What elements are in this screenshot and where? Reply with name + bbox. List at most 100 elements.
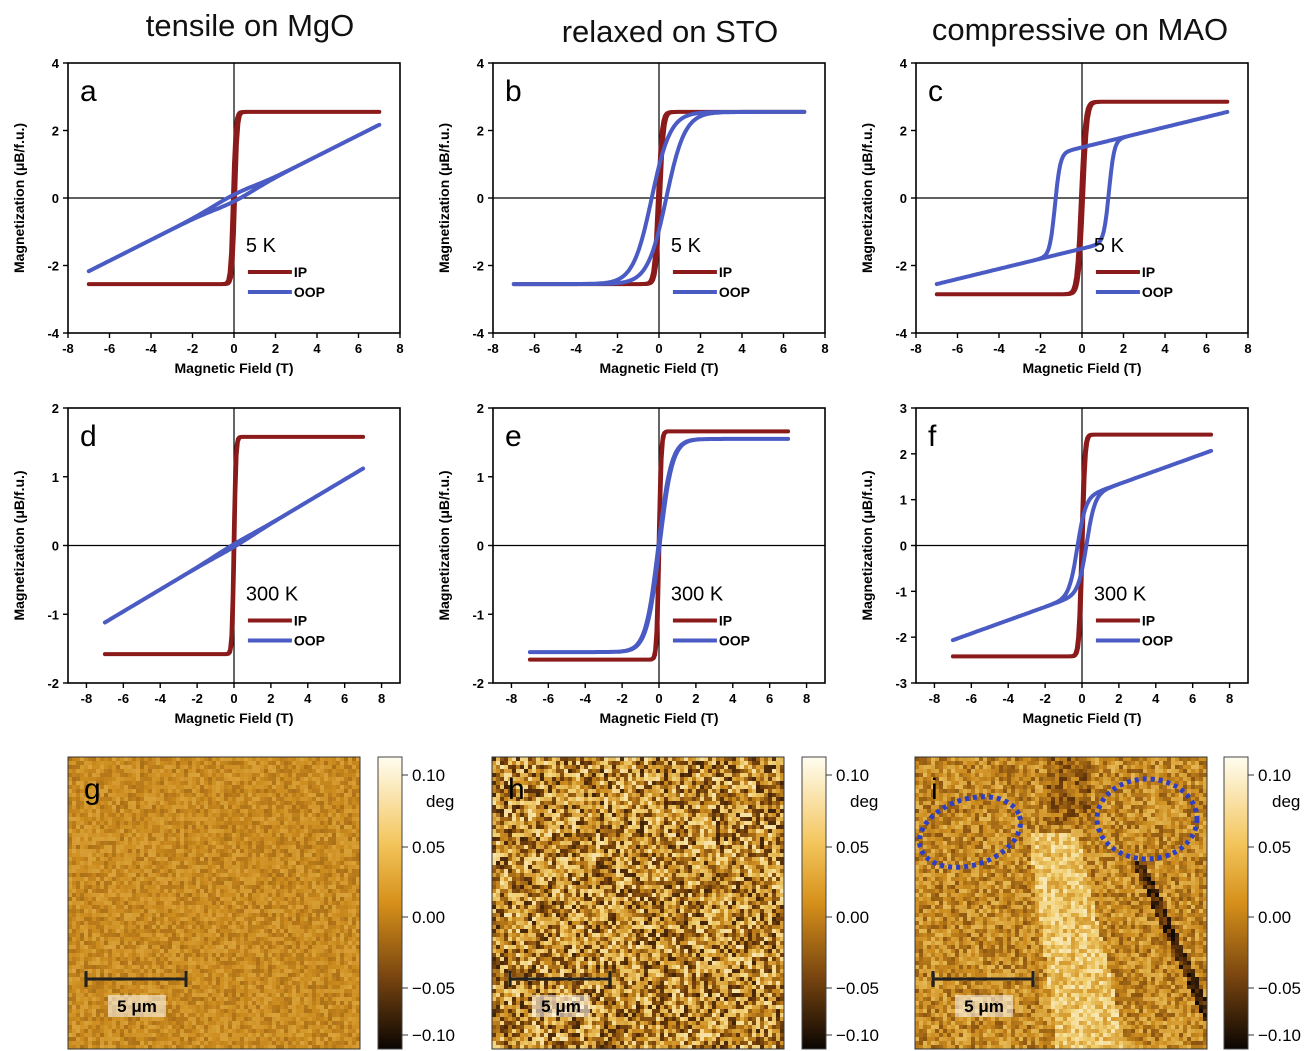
y-axis-label: Magnetization (μB/f.u.) <box>11 470 27 620</box>
y-tick-label: 2 <box>477 124 484 139</box>
x-tick-label: -8 <box>506 691 518 706</box>
y-tick-label: -1 <box>472 607 484 622</box>
legend-oop-label: OOP <box>719 633 750 649</box>
colorbar-tick-label: 0.10 <box>836 766 869 785</box>
temperature-label: 5 K <box>671 235 702 257</box>
temperature-label: 300 K <box>1094 584 1147 606</box>
x-tick-label: 8 <box>1244 341 1251 356</box>
x-tick-label: -6 <box>529 341 541 356</box>
x-tick-label: -8 <box>929 691 941 706</box>
x-tick-label: -4 <box>993 341 1005 356</box>
y-tick-label: -3 <box>895 676 907 691</box>
legend-ip-label: IP <box>1142 613 1155 629</box>
x-tick-label: -2 <box>616 691 628 706</box>
panel-label: f <box>928 420 937 453</box>
scale-bar-label: 5 μm <box>541 997 581 1016</box>
panel-label: h <box>508 773 525 806</box>
image-frame <box>491 756 785 1050</box>
colorbar-tick-label: 0.00 <box>1258 908 1291 927</box>
panel-label: e <box>505 420 522 453</box>
y-tick-label: -4 <box>472 326 484 341</box>
y-tick-label: 4 <box>52 56 60 71</box>
y-tick-label: -1 <box>47 607 59 622</box>
y-tick-label: 2 <box>900 447 907 462</box>
y-tick-label: -4 <box>47 326 59 341</box>
mfm-image-g: g 5 μm <box>67 756 361 1050</box>
colorbar-g: 0.10 0.05 0.00 −0.05 −0.10 deg <box>377 756 455 1050</box>
y-tick-label: 0 <box>900 539 907 554</box>
y-tick-label: 4 <box>900 56 908 71</box>
x-tick-label: -8 <box>910 341 922 356</box>
y-tick-label: 1 <box>52 470 59 485</box>
y-tick-label: -2 <box>472 676 484 691</box>
chart-panel-d: -8 -6 -4 -2 0 2 4 6 8 -2 -1 0 1 2 Magnetic Field (T) Ma… <box>11 401 401 726</box>
x-tick-label: 2 <box>697 341 704 356</box>
y-tick-label: -2 <box>472 259 484 274</box>
x-tick-label: -6 <box>543 691 555 706</box>
x-axis-label: Magnetic Field (T) <box>600 360 719 376</box>
ip-curve <box>950 432 1214 659</box>
image-frame <box>67 756 361 1050</box>
colorbar-tick-label: 0.00 <box>836 908 869 927</box>
chart-panel-b: -8 -6 -4 -2 0 2 4 6 8 -4 -2 0 2 4 Magnetic Field (T) Ma… <box>436 56 829 376</box>
y-tick-label: -1 <box>895 584 907 599</box>
panel-label: i <box>931 773 938 806</box>
y-tick-label: 0 <box>477 191 484 206</box>
y-tick-label: 1 <box>900 493 907 508</box>
colorbar-tick-label: 0.05 <box>1258 838 1291 857</box>
colorbar-unit: deg <box>850 792 878 811</box>
colorbar-i: 0.10 0.05 0.00 −0.05 −0.10 deg <box>1223 756 1301 1050</box>
x-tick-label: 8 <box>378 691 385 706</box>
x-tick-label: 4 <box>304 691 312 706</box>
domain-ellipse-right <box>1094 776 1200 862</box>
colorbar-tick-label: 0.10 <box>1258 766 1291 785</box>
colorbar-rect <box>1223 756 1249 1050</box>
temperature-label: 5 K <box>246 235 277 257</box>
x-tick-label: 6 <box>355 341 362 356</box>
y-tick-label: 1 <box>477 470 484 485</box>
x-tick-label: 8 <box>396 341 403 356</box>
column-title-mao: compressive on MAO <box>931 12 1229 47</box>
colorbar-tick-label: −0.10 <box>1258 1026 1301 1045</box>
colorbar-rect <box>801 756 827 1050</box>
colorbar-unit: deg <box>426 792 454 811</box>
scale-bar-label-bg <box>532 995 590 1017</box>
ip-curve <box>102 434 366 657</box>
image-frame <box>914 756 1208 1050</box>
y-tick-label: 0 <box>477 539 484 554</box>
colorbar-tick-label: −0.05 <box>1258 979 1301 998</box>
x-tick-label: -2 <box>187 341 199 356</box>
y-tick-label: 0 <box>52 191 59 206</box>
scale-bar-label-bg <box>108 995 166 1017</box>
oop-curve <box>86 122 382 274</box>
y-tick-label: 2 <box>477 401 484 416</box>
scale-bar-label: 5 μm <box>964 997 1004 1016</box>
x-tick-label: -4 <box>570 341 582 356</box>
x-tick-label: 6 <box>1189 691 1196 706</box>
legend-ip-label: IP <box>719 264 732 280</box>
x-tick-label: 6 <box>1203 341 1210 356</box>
y-axis-label: Magnetization (μB/f.u.) <box>436 123 452 273</box>
y-axis-label: Magnetization (μB/f.u.) <box>859 123 875 273</box>
x-tick-label: 0 <box>655 691 662 706</box>
chart-panel-e: -8 -6 -4 -2 0 2 4 6 8 -2 -1 0 1 2 Magnetic Field (T) Ma… <box>436 401 826 726</box>
x-tick-label: 4 <box>1152 691 1160 706</box>
x-tick-label: -2 <box>1039 691 1051 706</box>
colorbar-tick-label: −0.05 <box>836 979 879 998</box>
x-tick-label: 0 <box>1078 691 1085 706</box>
x-tick-label: 2 <box>267 691 274 706</box>
y-tick-label: -2 <box>895 630 907 645</box>
temperature-label: 300 K <box>671 584 724 606</box>
colorbar-tick-label: 0.05 <box>412 838 445 857</box>
legend-oop-label: OOP <box>719 284 750 300</box>
y-tick-label: -2 <box>47 676 59 691</box>
panel-label: d <box>80 420 97 453</box>
x-tick-label: 8 <box>803 691 810 706</box>
legend-ip-label: IP <box>719 613 732 629</box>
y-tick-label: 4 <box>477 56 485 71</box>
x-axis-label: Magnetic Field (T) <box>1023 360 1142 376</box>
x-tick-label: -4 <box>1002 691 1014 706</box>
x-tick-label: 6 <box>341 691 348 706</box>
x-tick-label: -8 <box>487 341 499 356</box>
oop-curve <box>102 466 366 625</box>
